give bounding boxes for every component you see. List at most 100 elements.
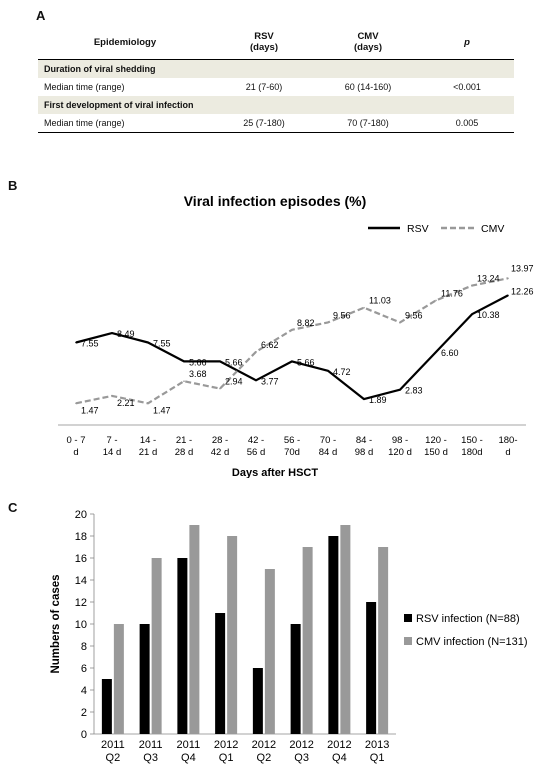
header-rsv-name: RSV — [254, 31, 274, 42]
x-tick-label: d — [73, 447, 78, 458]
header-cmv: CMV (days) — [316, 27, 420, 60]
data-point-rsv — [183, 360, 185, 363]
data-point-cmv — [327, 321, 329, 324]
x-tick-label: Q2 — [257, 752, 272, 764]
x-tick-label: 70d — [284, 447, 300, 458]
data-point-rsv — [255, 379, 257, 382]
section-row: First development of viral infection — [38, 96, 514, 114]
x-tick-label: 2011 — [101, 739, 125, 751]
data-label-rsv: 12.26 — [511, 286, 534, 296]
data-point-cmv — [471, 284, 473, 287]
x-tick-label: 150 - — [461, 435, 483, 446]
row-p-value: 0.005 — [420, 114, 514, 133]
x-tick-label: Q4 — [181, 752, 196, 764]
header-cmv-name: CMV — [357, 31, 379, 42]
data-label-cmv: 11.03 — [369, 296, 391, 306]
bar-cmv — [113, 624, 124, 734]
x-tick-label: 56 - — [284, 435, 300, 446]
data-point-cmv — [219, 387, 221, 390]
x-tick-label: 120 d — [388, 447, 412, 458]
y-axis-label: Numbers of cases — [50, 574, 62, 673]
data-point-cmv — [255, 351, 257, 353]
legend-swatch-cmv — [404, 637, 412, 645]
x-tick-label: Q1 — [370, 752, 385, 764]
legend-label-cmv: CMV infection (N=131) — [416, 636, 528, 648]
x-tick-label: 2013 — [365, 739, 389, 751]
data-label-rsv: 2.83 — [405, 386, 423, 396]
line-chart: Viral infection episodes (%) RSV CMV 7.55 8.… — [58, 193, 534, 478]
row-label: Median time (range) — [44, 82, 125, 92]
data-label-cmv: 3.68 — [189, 369, 207, 379]
table-header-row: Epidemiology RSV (days) CMV (days) p — [38, 27, 514, 60]
x-tick-label: 2012 — [252, 739, 276, 751]
data-label-rsv: 7.55 — [153, 339, 171, 349]
table-row: Median time (range) 21 (7-60) 60 (14-160… — [38, 78, 514, 96]
data-label-cmv: 13.97 — [511, 263, 534, 273]
data-point-cmv — [363, 306, 365, 309]
y-tick-label: 12 — [75, 597, 87, 609]
x-tick-label: 84 - — [356, 435, 372, 446]
data-point-cmv — [75, 402, 77, 405]
data-point-rsv — [363, 398, 365, 400]
x-tick-label: 120 - — [425, 435, 447, 446]
panel-label-c: C — [8, 500, 18, 515]
section-title: Duration of viral shedding — [38, 59, 514, 78]
data-point-rsv — [471, 313, 473, 315]
data-point-cmv — [111, 395, 113, 397]
data-label-cmv: 1.47 — [81, 405, 99, 415]
x-tick-label: 28 d — [175, 447, 194, 458]
y-tick-label: 4 — [81, 685, 87, 697]
section-row: Duration of viral shedding — [38, 59, 514, 78]
data-point-rsv — [327, 370, 329, 372]
row-p-value: <0.001 — [453, 82, 481, 92]
x-tick-label: 56 d — [247, 447, 266, 458]
x-tick-label: 28 - — [212, 435, 228, 446]
x-tick-label: 2011 — [139, 739, 163, 751]
data-label-rsv: 10.38 — [477, 310, 500, 320]
x-tick-label: Q1 — [219, 752, 234, 764]
bar-cmv — [340, 525, 351, 734]
data-label-cmv: 8.82 — [297, 318, 315, 328]
bar-cmv — [189, 525, 200, 734]
x-tick-label: 42 - — [248, 435, 264, 446]
data-label-cmv: 9.56 — [405, 310, 423, 320]
y-tick-label: 20 — [75, 509, 87, 521]
header-cmv-unit: (days) — [354, 42, 382, 53]
data-label-cmv: 6.62 — [261, 340, 279, 350]
row-cmv-value: 60 (14-160) — [344, 82, 392, 92]
data-point-rsv — [291, 360, 293, 363]
row-label: Median time (range) — [38, 114, 212, 133]
y-tick-label: 2 — [81, 707, 87, 719]
epidemiology-table: Epidemiology RSV (days) CMV (days) p Dur… — [38, 27, 514, 133]
data-label-cmv: 9.56 — [333, 310, 351, 320]
data-point-cmv — [147, 402, 149, 405]
bar-cmv — [302, 547, 313, 734]
y-tick-label: 14 — [75, 575, 87, 587]
y-tick-label: 16 — [75, 553, 87, 565]
x-tick-label: 21 - — [176, 435, 192, 446]
row-cmv-value: 70 (7-180) — [316, 114, 420, 133]
header-rsv: RSV (days) — [212, 27, 316, 60]
x-tick-label: 2012 — [289, 739, 313, 751]
data-label-rsv: 7.55 — [81, 339, 99, 349]
header-p: p — [420, 27, 514, 60]
data-label-cmv: 2.21 — [117, 398, 135, 408]
bar-rsv — [139, 624, 150, 734]
bar-rsv — [252, 668, 263, 734]
y-tick-label: 10 — [75, 619, 87, 631]
panel-label-a: A — [36, 8, 46, 23]
bar-rsv — [101, 679, 112, 734]
x-tick-label: Q2 — [106, 752, 121, 764]
legend-swatch-rsv — [404, 614, 412, 622]
x-tick-label: 98 d — [355, 447, 374, 458]
legend-label-rsv: RSV infection (N=88) — [416, 613, 520, 625]
legend-label-rsv: RSV — [407, 223, 429, 235]
x-tick-label: 42 d — [211, 447, 230, 458]
chart-title: Viral infection episodes (%) — [184, 193, 367, 209]
y-tick-label: 18 — [75, 531, 87, 543]
bar-cmv — [227, 536, 238, 734]
data-point-rsv — [219, 360, 221, 363]
x-tick-label: 2012 — [327, 739, 351, 751]
data-label-rsv: 3.77 — [261, 376, 279, 386]
table-row: Median time (range) 25 (7-180) 70 (7-180… — [38, 114, 514, 133]
